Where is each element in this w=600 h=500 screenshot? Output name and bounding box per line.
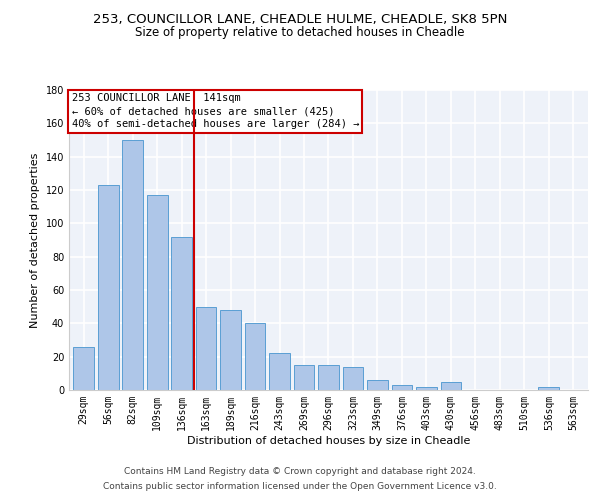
Bar: [440, 382, 461, 390]
Text: Contains HM Land Registry data © Crown copyright and database right 2024.: Contains HM Land Registry data © Crown c…: [124, 467, 476, 476]
Bar: [147, 195, 167, 390]
Text: 253 COUNCILLOR LANE: 141sqm
← 60% of detached houses are smaller (425)
40% of se: 253 COUNCILLOR LANE: 141sqm ← 60% of det…: [71, 93, 359, 130]
Bar: [73, 346, 94, 390]
Bar: [269, 354, 290, 390]
Text: Contains public sector information licensed under the Open Government Licence v3: Contains public sector information licen…: [103, 482, 497, 491]
Bar: [196, 306, 217, 390]
Bar: [538, 386, 559, 390]
Bar: [367, 380, 388, 390]
Bar: [245, 324, 265, 390]
Bar: [98, 185, 119, 390]
Bar: [293, 365, 314, 390]
X-axis label: Distribution of detached houses by size in Cheadle: Distribution of detached houses by size …: [187, 436, 470, 446]
Bar: [392, 385, 412, 390]
Text: 253, COUNCILLOR LANE, CHEADLE HULME, CHEADLE, SK8 5PN: 253, COUNCILLOR LANE, CHEADLE HULME, CHE…: [93, 12, 507, 26]
Bar: [343, 366, 364, 390]
Bar: [171, 236, 192, 390]
Text: Size of property relative to detached houses in Cheadle: Size of property relative to detached ho…: [135, 26, 465, 39]
Bar: [416, 386, 437, 390]
Bar: [318, 365, 339, 390]
Y-axis label: Number of detached properties: Number of detached properties: [30, 152, 40, 328]
Bar: [220, 310, 241, 390]
Bar: [122, 140, 143, 390]
